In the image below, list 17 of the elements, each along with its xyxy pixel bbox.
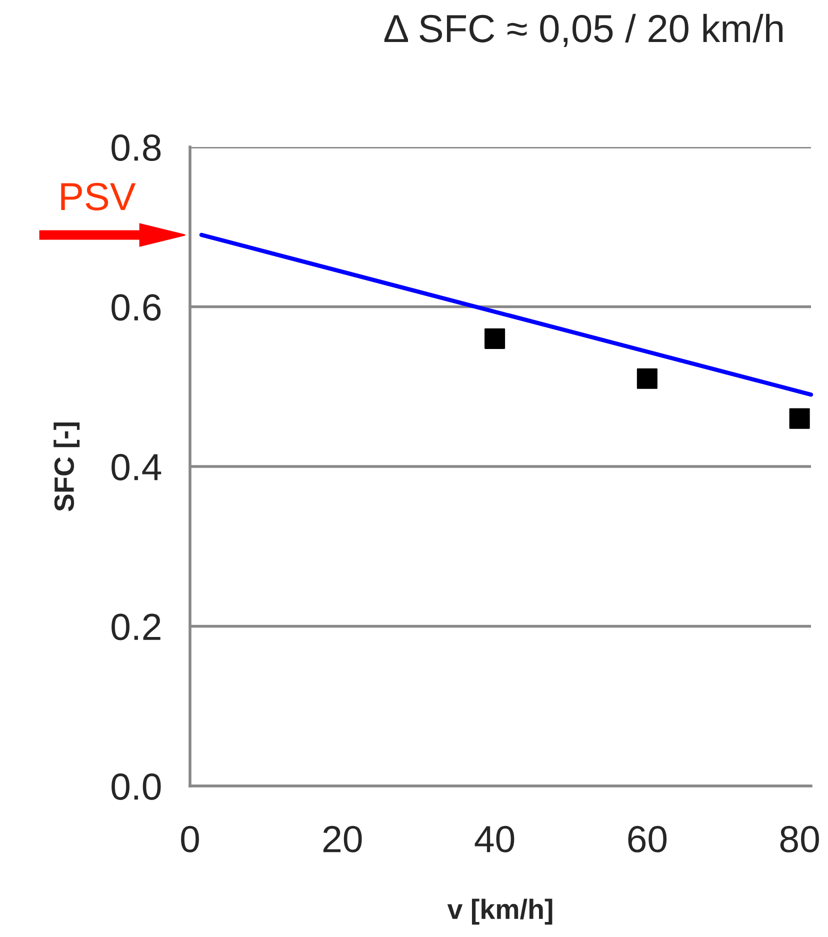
y-tick-label: 0.6 <box>112 294 161 321</box>
y-tick-label: 0.8 <box>112 134 161 161</box>
chart-title: Δ SFC ≈ 0,05 / 20 km/h <box>384 14 782 48</box>
text: PSV <box>61 182 136 210</box>
x-tick-label: 60 <box>628 826 667 852</box>
x-tick-label: 40 <box>474 826 514 852</box>
y-tick-label: 0.0 <box>112 773 161 800</box>
y-axis-title: SFC [-] <box>54 422 80 512</box>
point <box>636 368 658 389</box>
point <box>484 328 506 349</box>
point <box>789 408 810 429</box>
x-tick-label: 80 <box>780 826 819 852</box>
y-tick-label: 0.4 <box>112 454 162 480</box>
x-tick-label: 0 <box>181 826 199 852</box>
y-tick-label: 0.2 <box>112 614 160 640</box>
x-axis-title: v [km/h] <box>447 898 552 925</box>
x-tick-label: 20 <box>323 826 362 852</box>
